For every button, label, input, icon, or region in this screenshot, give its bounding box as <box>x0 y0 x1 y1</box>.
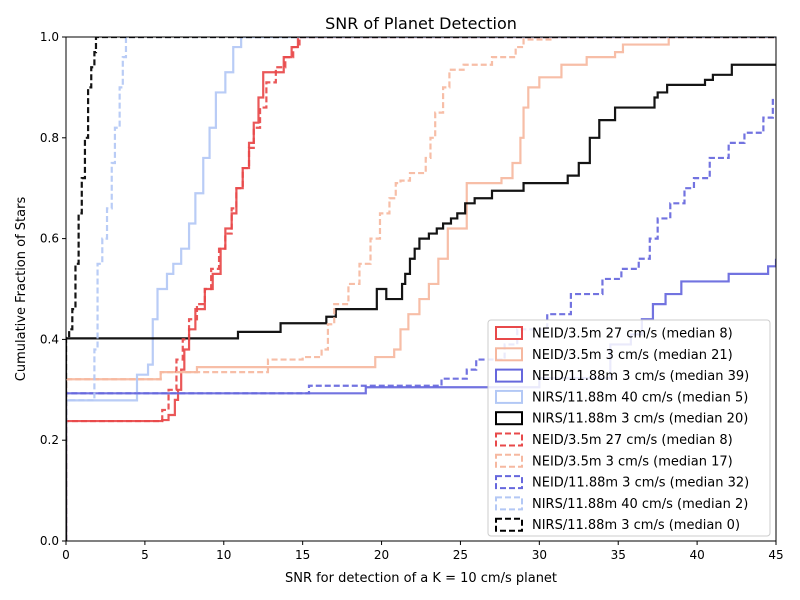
series-line-5 <box>66 63 776 541</box>
plot-area <box>65 36 777 542</box>
y-tick-label: 0.8 <box>40 131 59 145</box>
series-line-8 <box>66 98 776 541</box>
legend-label: NEID/3.5m 27 cm/s (median 8) <box>532 327 733 342</box>
legend-swatch <box>495 496 523 511</box>
y-tick-label: 0.0 <box>40 534 59 548</box>
x-tick-label: 30 <box>532 548 547 562</box>
x-tick-label: 15 <box>295 548 310 562</box>
x-tick-label: 0 <box>62 548 70 562</box>
y-tick-label: 0.6 <box>40 232 59 246</box>
x-tick-label: 5 <box>141 548 149 562</box>
legend-swatch <box>495 347 523 362</box>
series-line-10 <box>66 37 776 541</box>
series-line-6 <box>66 37 776 541</box>
y-axis-label: Cumulative Fraction of Stars <box>14 197 29 382</box>
legend-label: NEID/3.5m 27 cm/s (median 8) <box>532 433 733 448</box>
legend-swatch <box>495 326 523 340</box>
legend-label: NEID/3.5m 3 cm/s (median 17) <box>532 454 733 469</box>
x-axis-label: SNR for detection of a K = 10 cm/s plane… <box>285 571 557 586</box>
legend: NEID/3.5m 27 cm/s (median 8) NEID/3.5m 3 … <box>487 319 771 537</box>
legend-swatch <box>495 475 523 490</box>
series-layer <box>66 37 776 541</box>
series-line-7 <box>66 37 776 541</box>
legend-swatch <box>495 389 523 404</box>
y-tick-label: 0.4 <box>40 332 59 346</box>
y-axis-ticks: 0.0 0.2 0.4 0.6 0.8 1.0 <box>40 30 66 548</box>
chart-title: SNR of Planet Detection <box>325 14 517 33</box>
legend-swatch <box>495 453 523 468</box>
legend-label: NEID/3.5m 3 cm/s (median 21) <box>532 348 733 363</box>
x-tick-label: 35 <box>611 548 626 562</box>
y-tick-label: 0.2 <box>40 433 59 447</box>
x-tick-label: 20 <box>374 548 389 562</box>
series-line-4 <box>66 37 776 541</box>
legend-swatch <box>495 368 523 383</box>
y-tick-label: 1.0 <box>40 30 59 44</box>
legend-frame <box>487 319 771 537</box>
legend-swatch <box>495 411 523 426</box>
legend-label: NEID/11.88m 3 cm/s (median 32) <box>532 476 749 491</box>
x-axis-ticks: 0 5 10 15 20 25 30 35 40 45 <box>62 541 784 562</box>
axes-frame <box>65 36 777 542</box>
legend-swatch <box>495 517 523 532</box>
legend-swatch <box>495 432 523 447</box>
legend-label: NIRS/11.88m 40 cm/s (median 5) <box>532 390 748 405</box>
x-tick-label: 45 <box>768 548 783 562</box>
legend-label: NIRS/11.88m 3 cm/s (median 0) <box>532 518 740 533</box>
legend-label: NIRS/11.88m 3 cm/s (median 20) <box>532 412 748 427</box>
series-line-1 <box>66 37 776 541</box>
legend-label: NEID/11.88m 3 cm/s (median 39) <box>532 369 749 384</box>
x-tick-label: 10 <box>216 548 231 562</box>
x-tick-label: 40 <box>689 548 704 562</box>
legend-label: NIRS/11.88m 40 cm/s (median 2) <box>532 497 748 512</box>
series-line-2 <box>66 37 776 541</box>
x-tick-label: 25 <box>453 548 468 562</box>
series-line-9 <box>66 37 776 541</box>
